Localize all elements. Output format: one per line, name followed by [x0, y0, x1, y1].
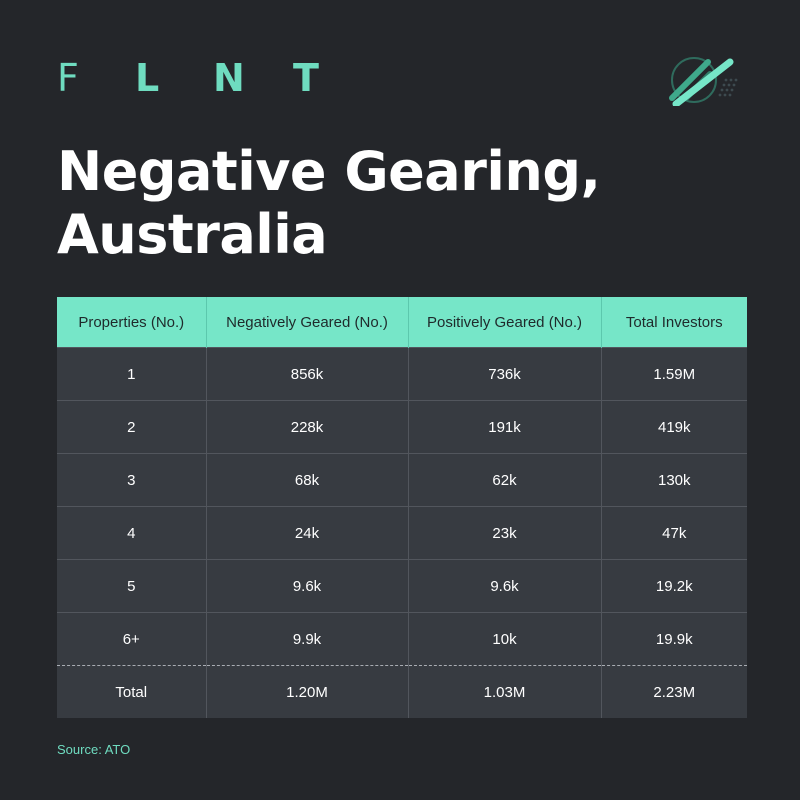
header-properties: Properties (No.): [57, 297, 207, 348]
title-line-2: Australia: [57, 203, 328, 266]
table-cell: 47k: [601, 506, 747, 560]
table-cell: 10k: [408, 612, 602, 666]
table-row: 5 9.6k 9.6k 19.2k: [57, 559, 747, 613]
table-cell: 23k: [408, 506, 602, 560]
source-note: Source: ATO: [57, 742, 131, 757]
table-cell: 5: [57, 559, 207, 613]
brand-letter: L: [135, 56, 160, 100]
brand-wordmark: F L N T: [57, 58, 319, 98]
header-negatively-geared: Negatively Geared (No.): [206, 297, 409, 348]
header-total-investors: Total Investors: [601, 297, 747, 348]
table-cell: 130k: [601, 453, 747, 507]
table-cell: 419k: [601, 400, 747, 454]
table-cell: 9.6k: [408, 559, 602, 613]
table-cell: 1.59M: [601, 347, 747, 401]
table-row: 4 24k 23k 47k: [57, 506, 747, 560]
table-cell: 19.2k: [601, 559, 747, 613]
table-row: 3 68k 62k 130k: [57, 453, 747, 507]
brand-letter: F: [57, 56, 79, 100]
table-header-row: Properties (No.) Negatively Geared (No.)…: [57, 297, 747, 348]
table-cell: 2: [57, 400, 207, 454]
gearing-table: Properties (No.) Negatively Geared (No.)…: [57, 297, 747, 718]
table-cell: 1: [57, 347, 207, 401]
table-cell: 191k: [408, 400, 602, 454]
table-cell: 62k: [408, 453, 602, 507]
table-cell: 68k: [206, 453, 409, 507]
table-cell: 19.9k: [601, 612, 747, 666]
gearing-table-container: Properties (No.) Negatively Geared (No.)…: [57, 297, 747, 718]
table-cell: 736k: [408, 347, 602, 401]
table-cell: 24k: [206, 506, 409, 560]
brand-letter: N: [213, 56, 245, 100]
table-cell: 6+: [57, 612, 207, 666]
table-total-row: Total 1.20M 1.03M 2.23M: [57, 665, 747, 718]
logo-icon: [669, 57, 738, 106]
title-line-1: Negative Gearing,: [57, 140, 601, 203]
total-negatively-geared: 1.20M: [206, 665, 409, 718]
brand-letter: T: [293, 56, 319, 100]
table-cell: 228k: [206, 400, 409, 454]
table-cell: 9.9k: [206, 612, 409, 666]
table-row: 6+ 9.9k 10k 19.9k: [57, 612, 747, 666]
table-cell: 9.6k: [206, 559, 409, 613]
total-positively-geared: 1.03M: [408, 665, 602, 718]
table-row: 2 228k 191k 419k: [57, 400, 747, 454]
total-investors: 2.23M: [601, 665, 747, 718]
table-row: 1 856k 736k 1.59M: [57, 347, 747, 401]
table-cell: 856k: [206, 347, 409, 401]
table-cell: 4: [57, 506, 207, 560]
total-label: Total: [57, 665, 207, 718]
page-title: Negative Gearing, Australia: [57, 140, 757, 266]
table-cell: 3: [57, 453, 207, 507]
header-positively-geared: Positively Geared (No.): [408, 297, 602, 348]
